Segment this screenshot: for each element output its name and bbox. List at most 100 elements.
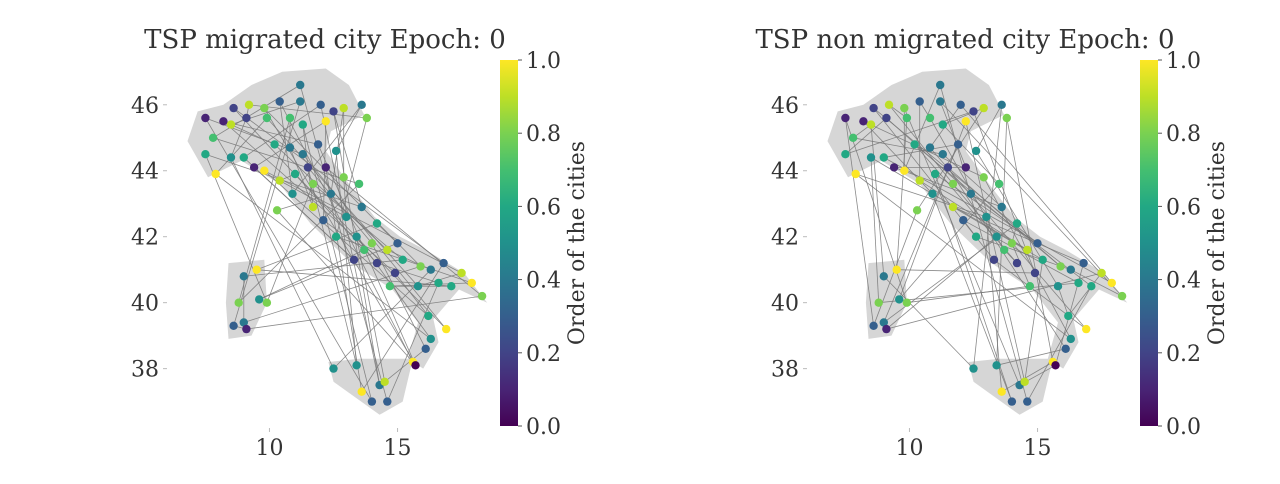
city-point: [342, 212, 351, 222]
city-point: [372, 258, 382, 268]
tour-edge: [960, 104, 1113, 284]
tour-edge: [248, 104, 367, 119]
island-sicily: [328, 358, 413, 415]
tour-edge: [325, 167, 483, 297]
city-point: [956, 100, 965, 110]
colorbar-tick-label: 0.8: [1166, 122, 1201, 147]
city-point: [242, 324, 251, 334]
colorbar-tick-label: 0.0: [526, 415, 561, 440]
city-point: [357, 100, 366, 110]
city-point: [352, 361, 361, 370]
city-point: [869, 103, 878, 113]
tour-edge: [952, 206, 1084, 264]
tour-edge: [975, 104, 1003, 152]
colorbar: 0.0 0.2 0.4 0.6 0.8 1.0 Order of the cities: [1140, 49, 1230, 440]
city-point: [953, 140, 963, 149]
city-point: [211, 169, 220, 179]
city-point: [971, 146, 981, 156]
city-point: [1007, 239, 1017, 248]
tour-edge: [893, 167, 1002, 208]
city-point: [925, 143, 935, 152]
colorbar-tick-label: 0.6: [1166, 195, 1201, 220]
city-point: [321, 163, 330, 172]
tour-edge: [870, 124, 885, 277]
tour-edge: [243, 266, 421, 323]
tour-edge: [939, 101, 1123, 297]
city-point: [321, 117, 330, 126]
city-point: [296, 97, 305, 106]
city-point: [426, 334, 435, 344]
city-point: [262, 298, 272, 307]
city-point: [313, 140, 323, 149]
city-point: [413, 282, 423, 291]
tour-edge: [888, 104, 954, 185]
tour-edge: [233, 107, 444, 264]
tour-edge: [886, 117, 972, 195]
city-point: [900, 103, 909, 113]
tour-edge: [942, 153, 1002, 208]
city-point: [848, 133, 858, 142]
x-tick-label: 15: [384, 436, 412, 461]
city-point: [226, 120, 236, 129]
city-point: [969, 107, 978, 116]
city-point: [1023, 245, 1032, 255]
tour-edge: [384, 348, 426, 383]
city-point: [1082, 324, 1091, 334]
colorbar-tick-label: 0.2: [1166, 342, 1201, 367]
city-point: [1030, 268, 1040, 278]
right-chart-panel: TSP non migrated city Epoch: 0 38 40 42 44 4…: [755, 25, 1230, 461]
tour-edge: [952, 183, 997, 237]
tour-edge: [243, 157, 355, 261]
tour-edge: [965, 121, 1026, 382]
tour-edge: [230, 157, 334, 369]
tour-edge: [276, 193, 332, 211]
city-point: [851, 169, 860, 179]
city-point: [329, 107, 338, 116]
colorbar-gradient: [500, 60, 518, 426]
city-point: [285, 143, 295, 152]
colorbar-label: Order of the cities: [1205, 141, 1230, 345]
city-point: [997, 202, 1006, 212]
chart-title: TSP migrated city Epoch: 0: [144, 25, 506, 55]
city-points-layer: [201, 80, 487, 406]
city-point: [884, 100, 894, 110]
city-point: [910, 140, 919, 149]
city-point: [367, 397, 377, 406]
city-point: [979, 103, 988, 113]
city-point: [393, 239, 402, 248]
tour-edge: [973, 104, 1003, 369]
tour-edge: [333, 111, 380, 386]
city-point: [308, 202, 318, 212]
city-point: [270, 140, 279, 149]
colorbar-ticks: 0.0 0.2 0.4 0.6 0.8 1.0: [518, 49, 561, 440]
tour-edge: [215, 173, 432, 340]
city-point: [447, 282, 456, 291]
tour-edge: [1001, 361, 1054, 393]
city-point: [879, 153, 888, 162]
city-point: [930, 169, 940, 179]
city-point: [879, 318, 888, 327]
city-point: [285, 113, 295, 123]
tour-edge: [845, 111, 974, 155]
city-point: [948, 202, 958, 212]
tour-edge: [947, 167, 1067, 350]
city-point: [372, 219, 382, 228]
city-point: [859, 117, 868, 126]
city-point: [1002, 113, 1011, 123]
tour-edge: [205, 154, 268, 303]
city-point: [275, 97, 284, 106]
city-point: [219, 117, 228, 126]
tour-edge: [845, 117, 887, 155]
tour-edge: [855, 173, 987, 218]
city-point: [961, 163, 970, 172]
city-point: [938, 150, 947, 159]
tour-edge: [325, 167, 363, 392]
tour-edge: [996, 117, 1008, 366]
city-point: [915, 97, 924, 106]
tour-edge: [1067, 272, 1102, 317]
tour-edge: [215, 117, 268, 175]
city-point: [979, 173, 988, 182]
city-point: [1097, 268, 1106, 278]
city-point: [1000, 245, 1009, 255]
